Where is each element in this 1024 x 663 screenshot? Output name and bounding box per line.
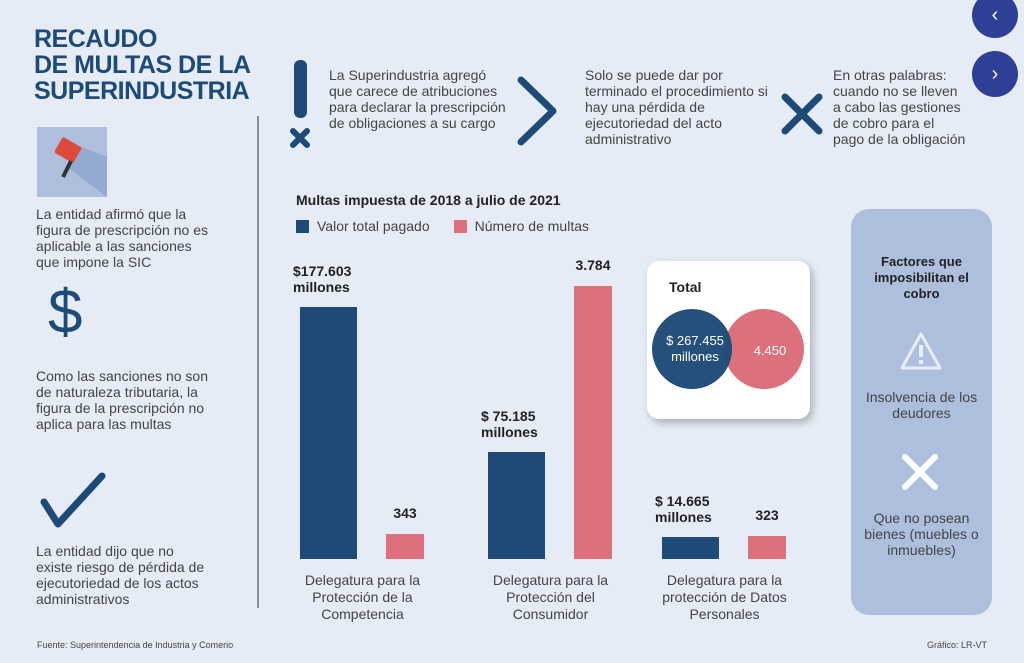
left-note-1: La entidad afirmó que la figura de presc… <box>36 206 208 270</box>
total-label: Total <box>669 279 702 295</box>
category-label: Delegatura para la protección de Datos P… <box>662 572 787 622</box>
factors-panel: Factores que imposibilitan el cobro Inso… <box>851 209 992 615</box>
data-label: $177.603 millones <box>293 263 352 295</box>
chart-title: Multas impuesta de 2018 a julio de 2021 <box>296 192 561 208</box>
factors-title: Factores que imposibilitan el cobro <box>874 254 969 301</box>
total-card: Total $ 267.455 millones 4.450 <box>647 261 810 419</box>
count-circle <box>724 309 804 389</box>
factor-item: Insolvencia de los deudores <box>865 389 978 421</box>
left-note-2: Como las sanciones no son de naturaleza … <box>36 368 208 432</box>
data-label: $ 75.185 millones <box>481 408 538 441</box>
dollar-icon: $ <box>48 278 83 347</box>
prev-button[interactable]: ‹ <box>972 0 1018 38</box>
next-button[interactable]: › <box>972 51 1018 97</box>
checkmark-icon <box>40 472 106 528</box>
bar-value <box>488 452 545 559</box>
legend: Valor total pagado Número de multas <box>296 218 589 234</box>
data-label: 3.784 <box>575 257 611 273</box>
legend-swatch-blue <box>296 219 309 233</box>
x-icon <box>781 93 823 135</box>
top-note-1: La Superindustria agregó que carece de a… <box>329 67 506 131</box>
legend-label: Número de multas <box>474 218 589 234</box>
data-label: 343 <box>393 505 417 522</box>
bar-value <box>300 307 357 559</box>
gavel-icon <box>37 127 107 197</box>
x-icon <box>902 454 938 490</box>
data-label: 323 <box>755 506 779 523</box>
total-count: 4.450 <box>753 343 787 358</box>
top-note-3: En otras palabras: cuando no se lleven a… <box>833 67 966 147</box>
category-label: Delegatura para la Protección del Consum… <box>492 572 609 622</box>
value-circle <box>652 309 732 389</box>
total-value: $ 267.455 millones <box>666 333 724 364</box>
chevron-right-icon <box>517 76 557 146</box>
divider <box>257 116 259 608</box>
category-label: Delegatura para la Protección de la Comp… <box>304 572 421 622</box>
page-title: RECAUDO DE MULTAS DE LA SUPERINDUSTRIA <box>34 25 251 105</box>
bar-count <box>748 535 786 559</box>
left-note-3: La entidad dijo que no existe riesgo de … <box>36 543 205 607</box>
bar-value <box>662 537 719 559</box>
credit-note: Gráfico: LR-VT <box>927 640 988 650</box>
bar-count <box>386 534 424 559</box>
legend-swatch-pink <box>453 219 467 233</box>
data-label: $ 14.665 millones <box>655 493 712 525</box>
legend-label: Valor total pagado <box>317 218 430 234</box>
warning-icon <box>900 332 942 370</box>
exclamation-icon <box>290 60 310 148</box>
top-note-2: Solo se puede dar por terminado el proce… <box>585 67 768 147</box>
factor-item: Que no posean bienes (muebles o inmueble… <box>864 510 979 558</box>
source-note: Fuente: Superintendencia de Industria y … <box>37 640 234 650</box>
bar-count <box>574 286 612 559</box>
